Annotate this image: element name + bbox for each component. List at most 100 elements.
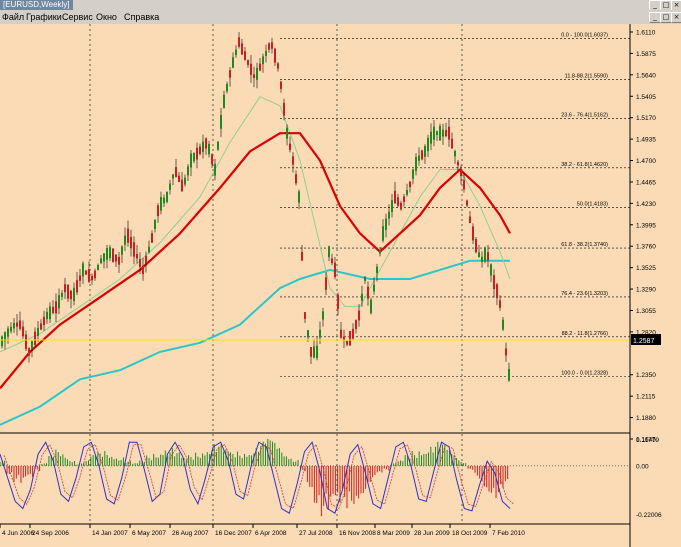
candle-down [34, 331, 36, 345]
menu-window[interactable]: Окно [96, 12, 117, 22]
time-tick-label: 27 Jul 2008 [299, 530, 333, 537]
candle-up [382, 226, 384, 241]
price-tick-label: 1.3760 [636, 244, 656, 251]
fibonacci-label: 76.4 - 23.6(1.3203) [561, 291, 608, 297]
candle-down [292, 156, 294, 165]
time-tick-label: 24 Sep 2006 [32, 530, 69, 537]
candle-up [265, 50, 267, 57]
chart-background [0, 24, 681, 547]
candle-down [352, 328, 354, 339]
candle-down [145, 255, 147, 264]
candle-down [358, 310, 360, 321]
candle-up [430, 131, 432, 144]
candle-up [61, 293, 63, 297]
candle-up [373, 284, 375, 292]
candle-down [457, 161, 459, 166]
candle-down [274, 48, 276, 63]
ma-long-line [0, 259, 510, 426]
candle-up [433, 126, 435, 140]
candle-down [43, 316, 45, 326]
candle-down [67, 284, 69, 299]
candle-up [58, 295, 60, 309]
candle-down [64, 284, 66, 293]
time-tick-label: 26 Aug 2007 [172, 530, 209, 537]
candle-down [130, 236, 132, 249]
price-tick-label: 1.4700 [636, 158, 656, 165]
candle-up [109, 247, 111, 258]
price-tick-label: 1.4465 [636, 179, 656, 186]
candle-down [355, 320, 357, 330]
menu-close-button[interactable]: × [671, 12, 681, 23]
stochastic-signal-line [3, 443, 515, 510]
candle-down [136, 254, 138, 259]
candle-down [499, 300, 501, 308]
fibonacci-label: 23.6 - 76.4(1.5162) [561, 112, 608, 118]
candle-up [415, 156, 417, 171]
candle-down [244, 51, 246, 61]
candle-down [367, 286, 369, 299]
fibonacci-label: 61.8 - 38.2(1.3740) [561, 242, 608, 248]
candle-up [376, 266, 378, 274]
candle-up [208, 143, 210, 155]
candle-up [391, 200, 393, 213]
candle-up [508, 368, 510, 381]
candle-up [4, 332, 6, 342]
price-tick-label: 1.4935 [636, 137, 656, 144]
candle-down [448, 126, 450, 140]
chart-canvas[interactable]: 0.0 - 100.0(1.6037) 11.8-88.2(1.5590) 23.6… [0, 24, 681, 547]
candle-up [454, 150, 456, 157]
menu-charts[interactable]: Графики [26, 12, 62, 22]
candle-up [328, 246, 330, 257]
menu-help[interactable]: Справка [124, 12, 160, 22]
menu-tools[interactable]: Сервис [62, 12, 93, 22]
candle-down [247, 60, 249, 65]
candle-up [1, 336, 3, 347]
candle-down [487, 252, 489, 261]
candle-down [475, 238, 477, 253]
time-tick-label: 28 Jun 2009 [414, 530, 450, 537]
candle-down [463, 180, 465, 190]
candle-up [484, 247, 486, 262]
candle-down [472, 226, 474, 241]
price-scale: 1.6110 1.5875 1.5640 1.5405 1.5170 1.4935 1.47… [630, 30, 656, 444]
candle-down [277, 63, 279, 69]
candle-down [469, 216, 471, 224]
candle-up [478, 252, 480, 257]
price-tick-label: 1.1880 [636, 415, 656, 422]
candle-up [361, 293, 363, 301]
candle-down [238, 37, 240, 47]
fibonacci-label: 50.0(1.4183) [577, 202, 608, 208]
candle-down [19, 320, 21, 329]
candle-up [190, 153, 192, 168]
chart-area[interactable]: 0.0 - 100.0(1.6037) 11.8-88.2(1.5590) 23.6… [0, 24, 681, 547]
candle-down [493, 275, 495, 289]
time-tick-label: 14 Jan 2007 [92, 530, 128, 537]
candle-down [400, 202, 402, 210]
candle-down [88, 269, 90, 282]
menu-file[interactable]: Файл [2, 12, 25, 22]
candle-down [310, 347, 312, 357]
candle-down [460, 169, 462, 177]
candle-down [259, 63, 261, 71]
candle-down [325, 277, 327, 290]
candle-down [301, 251, 303, 261]
price-tick-label: 1.5640 [636, 72, 656, 79]
candle-up [169, 183, 171, 190]
candle-up [298, 191, 300, 203]
chart-title-bar: [EURUSD,Weekly] _ □ × [0, 0, 681, 11]
candle-up [82, 263, 84, 277]
ma-slow-line [0, 132, 511, 390]
candle-down [76, 280, 78, 293]
candle-up [148, 246, 150, 253]
candle-up [10, 326, 12, 332]
candle-down [295, 174, 297, 184]
candle-up [7, 328, 9, 337]
candle-down [496, 284, 498, 299]
stochastic-main-line [0, 441, 511, 514]
time-tick-label: 4 Jun 2006 [2, 530, 35, 537]
candle-up [31, 341, 33, 349]
candle-up [217, 141, 219, 150]
candle-up [319, 329, 321, 338]
candle-up [100, 258, 102, 264]
